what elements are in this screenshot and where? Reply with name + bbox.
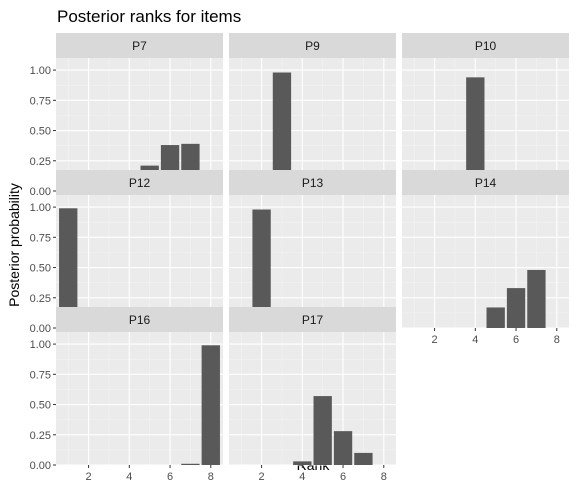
y-tick-label: 0.75 [30, 369, 51, 381]
facet-strip-label: P16 [129, 313, 151, 327]
bar [333, 431, 353, 465]
bar [527, 269, 546, 328]
facet-strip-label: P9 [305, 39, 320, 53]
y-tick-label: 1.00 [30, 65, 51, 77]
x-tick-label: 8 [381, 471, 387, 480]
bar [201, 345, 220, 465]
facet-panel-p10: P10 [402, 33, 569, 192]
facet-strip [56, 307, 223, 332]
chart-title: Posterior ranks for items [57, 7, 241, 26]
x-tick-label: 8 [554, 334, 560, 346]
bar [272, 72, 292, 191]
facet-panel-p7: P7 0.00 0.25 0.50 0.75 1.00 [30, 33, 223, 198]
bar [181, 463, 200, 465]
x-tick-label: 4 [126, 471, 132, 480]
x-tick-label: 4 [472, 334, 478, 346]
y-axis-label: Posterior probability [6, 183, 22, 307]
facet-strip-label: P13 [302, 176, 324, 190]
bar [313, 396, 332, 465]
facet-strip [56, 170, 223, 195]
y-tick-label: 0.50 [30, 126, 51, 138]
facet-strip [229, 307, 396, 332]
bar [293, 461, 312, 465]
y-tick-label: 1.00 [30, 202, 51, 214]
bar [59, 208, 78, 328]
y-tick-label: 0.25 [30, 430, 51, 442]
y-tick-label: 0.50 [30, 263, 51, 275]
x-tick-label: 6 [167, 471, 173, 480]
facet-strip-label: P17 [302, 313, 324, 327]
bar [354, 452, 373, 465]
facet-panel-p14: P14 2 4 6 8 [402, 170, 569, 346]
facet-panel-p17: P17 2 4 6 8 [229, 307, 396, 480]
bar [466, 77, 485, 191]
facet-strip-label: P14 [475, 176, 497, 190]
y-tick-label: 0.25 [30, 293, 51, 305]
panel-background [229, 332, 396, 465]
y-tick-label: 0.50 [30, 400, 51, 412]
y-tick-label: 0.00 [30, 186, 51, 198]
y-tick-label: 0.75 [30, 232, 51, 244]
y-tick-label: 0.25 [30, 156, 51, 168]
facet-strip [229, 170, 396, 195]
y-tick-label: 0.00 [30, 323, 51, 335]
facet-strip [229, 33, 396, 58]
panel-background [402, 58, 569, 191]
bar [486, 307, 505, 328]
x-tick-label: 6 [513, 334, 519, 346]
facet-panel-p16: P16 0.00 0.25 0.50 0.75 1.00 2 4 6 8 [30, 307, 223, 480]
panel-background [229, 58, 396, 191]
x-tick-label: 4 [299, 471, 305, 480]
y-tick-label: 0.00 [30, 460, 51, 472]
facets: P7 0.00 0.25 0.50 0.75 1.00 P9 P10 P12 0.00 0.25 0.… [30, 33, 569, 480]
x-tick-label: 2 [432, 334, 438, 346]
bar [252, 209, 271, 328]
facet-strip-label: P7 [132, 39, 147, 53]
facet-panel-p13: P13 [229, 170, 396, 329]
panel-background [56, 332, 223, 465]
facet-strip [402, 33, 569, 58]
x-tick-label: 2 [86, 471, 92, 480]
facet-strip-label: P10 [475, 39, 497, 53]
facet-strip-label: P12 [129, 176, 151, 190]
y-tick-label: 1.00 [30, 339, 51, 351]
bar [506, 288, 526, 328]
y-tick-label: 0.75 [30, 95, 51, 107]
facet-strip [56, 33, 223, 58]
x-tick-label: 2 [259, 471, 265, 480]
facet-panel-p12: P12 0.00 0.25 0.50 0.75 1.00 [30, 170, 223, 335]
x-tick-label: 6 [340, 471, 346, 480]
facet-strip [402, 170, 569, 195]
facet-panel-p9: P9 [229, 33, 396, 192]
panel-background [56, 195, 223, 328]
x-tick-label: 8 [208, 471, 214, 480]
